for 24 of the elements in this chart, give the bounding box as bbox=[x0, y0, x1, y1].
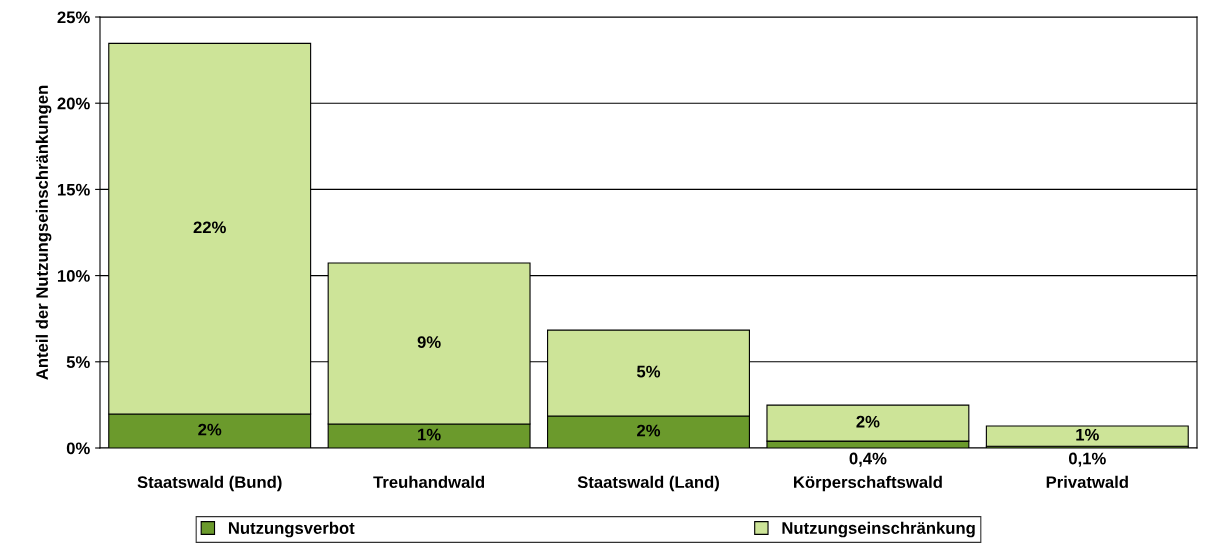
data-label: 1% bbox=[418, 428, 441, 441]
y-tick-label: 20% bbox=[57, 97, 90, 110]
x-tick-label: Staatswald (Land) bbox=[577, 475, 719, 492]
y-tick-label: 15% bbox=[57, 183, 90, 196]
data-label: 0,4% bbox=[849, 452, 887, 467]
x-tick-label: Treuhandwald bbox=[373, 475, 485, 489]
data-label: 0,1% bbox=[1068, 452, 1106, 467]
y-tick-label: 10% bbox=[57, 270, 90, 282]
y-tick-label: 5% bbox=[66, 356, 90, 368]
data-label: 9% bbox=[417, 336, 441, 348]
data-label: 2% bbox=[637, 424, 661, 437]
data-label: 1% bbox=[1076, 428, 1099, 441]
y-axis-title: Anteil der Nutzungseinschränkungen bbox=[35, 85, 52, 380]
legend-label: Nutzungseinschränkung bbox=[782, 521, 975, 538]
data-label: 2% bbox=[198, 423, 222, 436]
x-tick-label: Privatwald bbox=[1046, 475, 1128, 489]
x-tick-label: Körperschaftswald bbox=[794, 475, 942, 492]
data-label: 22% bbox=[193, 221, 226, 234]
data-label: 5% bbox=[636, 365, 661, 378]
y-tick-label: 25% bbox=[57, 11, 90, 24]
legend-label: Nutzungsverbot bbox=[228, 521, 355, 538]
x-tick-label: Staatswald (Bund) bbox=[137, 475, 282, 492]
data-label: 2% bbox=[856, 415, 880, 428]
y-tick-label: 0% bbox=[66, 442, 90, 455]
